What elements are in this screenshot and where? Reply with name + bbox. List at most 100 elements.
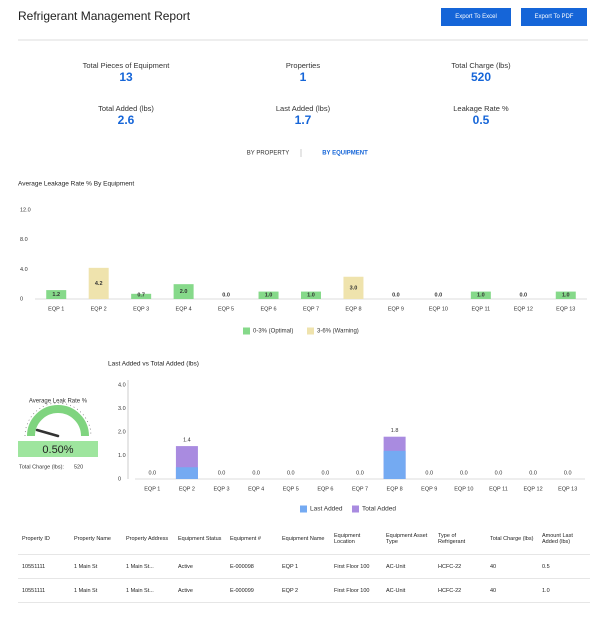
x-tick-label: EQP 13 bbox=[558, 486, 577, 492]
data-label: 0.0 bbox=[460, 470, 468, 476]
table-cell: 10551111 bbox=[18, 578, 70, 603]
bar bbox=[173, 284, 194, 299]
chart-title: Average Leakage Rate % By Equipment bbox=[18, 181, 134, 188]
x-tick-label: EQP 10 bbox=[454, 486, 473, 492]
chart-title: Last Added vs Total Added (lbs) bbox=[108, 361, 199, 368]
table-cell: 40 bbox=[486, 554, 538, 579]
gauge-needle bbox=[35, 428, 60, 438]
stat-label: Total Charge (lbs) bbox=[451, 61, 511, 70]
x-tick-label: EQP 7 bbox=[352, 486, 368, 492]
dashboard: Refrigerant Management Report BY PROPERT… bbox=[18, 9, 588, 513]
export-excel-button[interactable]: Export To Excel bbox=[441, 8, 511, 26]
x-tick-label: EQP 12 bbox=[523, 486, 542, 492]
gauge-value: 0.50% bbox=[42, 444, 73, 456]
column-header: Equipment Location bbox=[330, 524, 382, 555]
stat-label: Total Added (lbs) bbox=[98, 104, 154, 113]
column-header: Property ID bbox=[18, 524, 70, 555]
stat-value: 0.5 bbox=[473, 113, 490, 127]
table-cell: 40 bbox=[486, 578, 538, 603]
table-cell: E-000099 bbox=[226, 578, 278, 603]
table-header: Property ID Property Name Property Address… bbox=[18, 524, 590, 555]
x-tick-label: EQP 6 bbox=[260, 306, 276, 312]
data-label: 3.0 bbox=[350, 285, 358, 291]
data-label: 0.0 bbox=[495, 470, 503, 476]
legend-label: Total Added bbox=[362, 506, 396, 513]
stat-value: 1.7 bbox=[295, 113, 312, 127]
data-label: 0.0 bbox=[148, 470, 156, 476]
gauge-panel: Average Leak Rate % 0.50% Total Charge (… bbox=[18, 399, 98, 470]
bar bbox=[258, 291, 279, 299]
column-header: Equipment Status bbox=[174, 524, 226, 555]
x-tick-label: EQP 5 bbox=[283, 486, 299, 492]
y-tick-label: 0 bbox=[20, 296, 23, 302]
table-cell: E-000098 bbox=[226, 554, 278, 579]
legend-swatch bbox=[300, 505, 307, 513]
column-header: Amount Last Added (lbs) bbox=[538, 524, 590, 555]
tab-active[interactable]: BY EQUIPMENT bbox=[322, 151, 368, 157]
data-label: 0.0 bbox=[519, 292, 527, 298]
data-label: 1.0 bbox=[477, 292, 485, 298]
data-label: 1.8 bbox=[391, 428, 399, 434]
y-tick-label: 8.0 bbox=[20, 237, 28, 243]
table-row: 10551111 1 Main St 1 Main St... Active E-000… bbox=[18, 578, 590, 603]
stat-value: 520 bbox=[471, 70, 491, 84]
y-tick-label: 2.0 bbox=[118, 429, 126, 435]
stat-label: Properties bbox=[286, 61, 320, 70]
data-label: 0.0 bbox=[529, 470, 537, 476]
tab[interactable]: BY PROPERTY bbox=[247, 151, 289, 157]
data-label: 0.0 bbox=[287, 470, 295, 476]
gauge-footnote-value: 520 bbox=[74, 464, 83, 470]
legend-swatch bbox=[243, 327, 250, 335]
x-tick-label: EQP 8 bbox=[345, 306, 361, 312]
data-label: 2.0 bbox=[180, 289, 188, 295]
stat-value: 2.6 bbox=[118, 113, 135, 127]
stat-value: 13 bbox=[119, 70, 133, 84]
data-label: 0.0 bbox=[252, 470, 260, 476]
table-cell: 1 Main St bbox=[70, 578, 122, 603]
x-tick-label: EQP 5 bbox=[218, 306, 234, 312]
table-cell: 1.0 bbox=[538, 578, 590, 603]
gauge-title: Average Leak Rate % bbox=[29, 399, 88, 405]
bar bbox=[88, 267, 109, 299]
x-tick-label: EQP 4 bbox=[248, 486, 264, 492]
column-header: Equipment # bbox=[226, 524, 278, 555]
legend-swatch bbox=[307, 327, 314, 335]
x-tick-label: EQP 1 bbox=[48, 306, 64, 312]
y-tick-label: 0 bbox=[118, 476, 121, 482]
y-tick-label: 12.0 bbox=[20, 207, 31, 213]
table-cell: EQP 2 bbox=[278, 578, 330, 603]
data-label: 0.0 bbox=[425, 470, 433, 476]
data-label: 1.4 bbox=[183, 438, 191, 444]
column-header: Property Address bbox=[122, 524, 174, 555]
data-label: 1.2 bbox=[52, 292, 60, 298]
gauge-value-box bbox=[18, 441, 98, 457]
x-tick-label: EQP 9 bbox=[421, 486, 437, 492]
table-body: 10551111 1 Main St 1 Main St... Active E-000… bbox=[18, 554, 590, 603]
bar bbox=[175, 467, 198, 479]
x-tick-label: EQP 2 bbox=[179, 486, 195, 492]
table-cell: HCFC-22 bbox=[434, 554, 486, 579]
report-title: Refrigerant Management Report bbox=[18, 9, 191, 23]
y-tick-label: 1.0 bbox=[118, 453, 126, 459]
data-label: 1.0 bbox=[307, 292, 315, 298]
bar bbox=[470, 291, 491, 299]
table-cell: First Floor 100 bbox=[330, 578, 382, 603]
table-cell: AC-Unit bbox=[382, 554, 434, 579]
gauge-arc bbox=[27, 405, 89, 437]
data-label: 0.0 bbox=[218, 470, 226, 476]
table-cell: 10551111 bbox=[18, 554, 70, 579]
column-header: Equipment Name bbox=[278, 524, 330, 555]
x-tick-label: EQP 3 bbox=[133, 306, 149, 312]
gauge-footnote-label: Total Charge (lbs): bbox=[19, 464, 64, 470]
data-label: 1.0 bbox=[265, 292, 273, 298]
table-cell: 1 Main St bbox=[70, 554, 122, 579]
x-tick-label: EQP 3 bbox=[213, 486, 229, 492]
y-tick-label: 4.0 bbox=[20, 267, 28, 273]
export-pdf-button[interactable]: Export To PDF bbox=[521, 8, 587, 26]
table-cell: AC-Unit bbox=[382, 578, 434, 603]
data-label: 0.0 bbox=[222, 292, 230, 298]
column-header: Property Name bbox=[70, 524, 122, 555]
bar bbox=[46, 290, 67, 299]
x-tick-label: EQP 7 bbox=[303, 306, 319, 312]
x-tick-label: EQP 12 bbox=[514, 306, 533, 312]
